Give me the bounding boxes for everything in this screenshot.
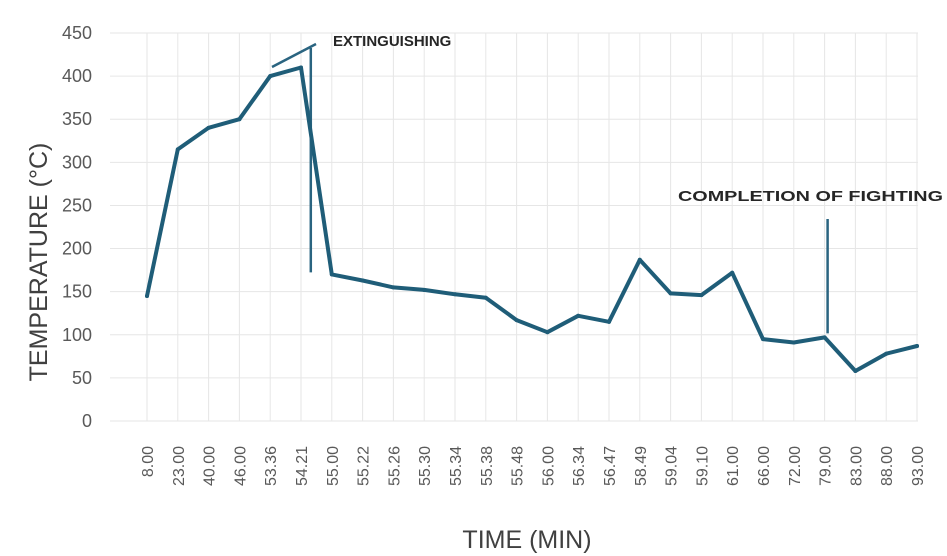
series-layer: [145, 65, 919, 373]
x-tick-label: 66.00: [756, 446, 773, 486]
x-axis-title: TIME (MIN): [462, 526, 591, 554]
x-tick-label: 59.04: [664, 446, 681, 486]
x-tick-label: 56.47: [602, 446, 619, 486]
x-tick-label: 53.36: [263, 446, 280, 486]
data-point: [884, 351, 889, 356]
x-tick-label: 55.34: [448, 446, 465, 486]
data-point: [175, 147, 180, 152]
data-point: [545, 330, 550, 335]
y-tick-label: 0: [82, 411, 92, 431]
x-tick-label: 56.34: [571, 446, 588, 486]
y-axis-title: TEMPERATURE (°C): [25, 143, 53, 382]
extinguishing-annotation: EXTINGUISHING: [333, 33, 451, 50]
y-tick-labels: 0 50 100 150 200 250 300 350 400 450: [62, 23, 92, 431]
data-point: [453, 292, 457, 297]
data-point: [237, 117, 242, 122]
x-tick-label: 55.48: [510, 446, 527, 486]
x-tick-label: 59.10: [694, 446, 711, 486]
x-tick-label: 88.00: [879, 446, 896, 486]
data-point: [607, 319, 611, 324]
data-point: [514, 318, 519, 323]
y-tick-label: 400: [62, 66, 92, 86]
data-point: [699, 293, 704, 298]
y-tick-label: 200: [62, 239, 92, 259]
x-tick-labels: 8.00 23.00 40.00 46.00 53.36 54.21 55.00 55.22 5…: [140, 446, 927, 486]
data-point: [329, 272, 334, 277]
y-tick-label: 350: [62, 109, 92, 129]
data-point: [268, 74, 273, 79]
y-tick-label: 250: [62, 195, 92, 215]
x-tick-label: 56.00: [540, 446, 557, 486]
data-point: [853, 368, 858, 373]
x-tick-label: 72.00: [787, 446, 804, 486]
x-tick-label: 23.00: [171, 446, 188, 486]
x-tick-label: 58.49: [633, 446, 650, 486]
x-tick-label: 79.00: [818, 446, 835, 486]
gridlines: [110, 32, 918, 422]
x-tick-label: 55.00: [325, 446, 342, 486]
x-tick-label: 55.22: [356, 446, 373, 486]
x-tick-label: 54.21: [294, 446, 311, 486]
x-tick-label: 61.00: [725, 446, 742, 486]
extinguishing-leader-line: [271, 42, 317, 69]
data-point: [637, 257, 642, 262]
temperature-series-line: [145, 65, 919, 373]
data-point: [822, 335, 827, 340]
x-tick-label: 40.00: [202, 446, 219, 486]
x-tick-label: 55.30: [417, 446, 434, 486]
data-point: [791, 340, 796, 345]
data-point: [483, 295, 488, 300]
y-tick-label: 300: [62, 152, 92, 172]
data-point: [915, 343, 919, 348]
x-tick-label: 93.00: [910, 446, 927, 486]
x-tick-label: 55.26: [386, 446, 403, 486]
y-tick-label: 50: [72, 368, 92, 388]
annotations: EXTINGUISHING COMPLETION OF FIGHTING: [271, 33, 943, 334]
completion-of-fighting-annotation: COMPLETION OF FIGHTING: [678, 188, 943, 205]
data-point: [206, 125, 211, 130]
data-point: [761, 337, 765, 342]
y-tick-label: 450: [62, 23, 92, 43]
y-tick-label: 150: [62, 282, 92, 302]
data-point: [576, 313, 581, 318]
data-point: [668, 291, 673, 296]
data-point: [730, 270, 735, 275]
x-tick-label: 8.00: [140, 446, 157, 477]
data-point: [422, 287, 427, 292]
data-point: [391, 285, 396, 290]
y-tick-label: 100: [62, 325, 92, 345]
x-tick-label: 83.00: [848, 446, 865, 486]
x-tick-label: 46.00: [232, 446, 249, 486]
data-point: [145, 293, 149, 298]
data-point: [360, 278, 365, 283]
x-tick-label: 55.38: [479, 446, 496, 486]
data-point: [299, 65, 303, 70]
